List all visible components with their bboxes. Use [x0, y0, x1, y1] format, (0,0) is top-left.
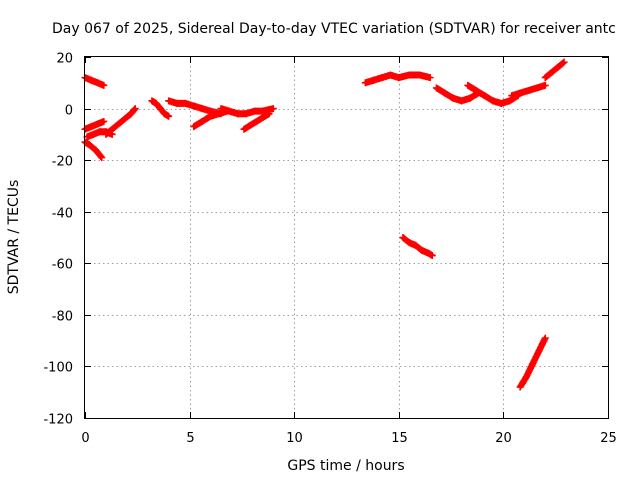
data-point	[269, 105, 277, 113]
data-segment	[541, 58, 568, 82]
y-tick-label: -20	[52, 155, 73, 170]
x-tick-label: 0	[81, 431, 89, 446]
data-point	[428, 252, 436, 260]
data-point	[100, 81, 108, 89]
data-segment	[508, 81, 549, 100]
data-segment	[102, 105, 139, 138]
data-point	[165, 112, 173, 120]
data-point	[560, 58, 568, 66]
x-tick-label: 5	[186, 431, 194, 446]
data-segment	[81, 74, 108, 89]
data-segment	[516, 334, 549, 391]
data-point	[98, 154, 106, 162]
data-point	[426, 74, 434, 82]
data-segment	[240, 110, 273, 133]
data-point	[541, 81, 549, 89]
data-point	[559, 59, 567, 67]
data-marks	[81, 58, 568, 391]
data-point	[265, 110, 273, 118]
y-tick-label: -120	[43, 413, 73, 428]
data-point	[100, 117, 108, 125]
data-point	[541, 334, 549, 342]
data-point	[130, 106, 138, 114]
data-segment	[83, 128, 116, 141]
y-tick-label: -60	[52, 258, 73, 273]
x-tick-label: 10	[286, 431, 303, 446]
axis-ticks: 0 5 10 15 20 25 20 0 -20 -40 -60 -80 -100 -120	[43, 52, 616, 447]
y-tick-label: 0	[65, 104, 73, 119]
data-segment	[361, 71, 434, 87]
y-tick-label: -100	[43, 361, 73, 376]
x-tick-label: 20	[495, 431, 512, 446]
data-segment	[81, 138, 106, 162]
x-tick-label: 25	[600, 431, 617, 446]
data-segment	[148, 97, 173, 120]
data-point	[97, 152, 105, 160]
y-axis-label: SDTVAR / TECUs	[6, 180, 22, 295]
data-segment	[217, 105, 277, 118]
x-axis-label: GPS time / hours	[287, 458, 404, 474]
data-segment	[399, 234, 436, 260]
data-point	[131, 105, 139, 113]
plot-frame	[84, 56, 609, 419]
y-tick-label: 20	[56, 52, 73, 67]
chart-title: Day 067 of 2025, Sidereal Day-to-day VTE…	[52, 21, 616, 37]
y-tick-label: -80	[52, 310, 73, 325]
y-tick-label: -40	[52, 207, 73, 222]
x-tick-label: 15	[391, 431, 408, 446]
